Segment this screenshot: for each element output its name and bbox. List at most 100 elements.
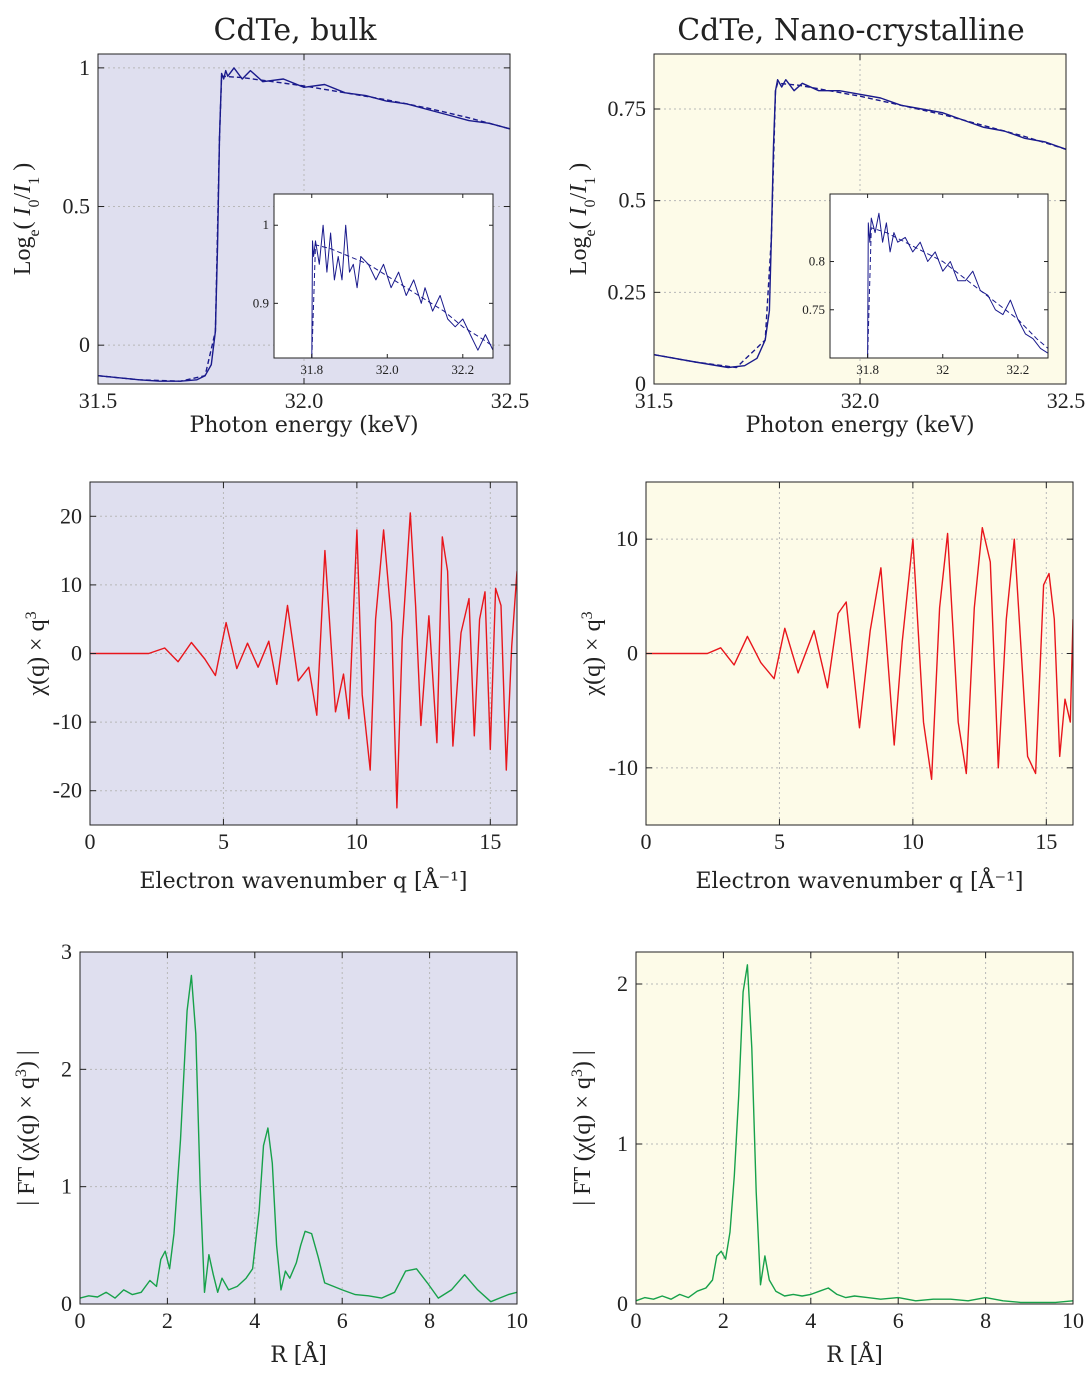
xanes_nano-series-solid-line [654, 79, 1066, 369]
ft_bulk-frame [79, 951, 518, 1305]
ft_nano-xtick-label: 10 [1062, 1308, 1084, 1333]
ft_nano-xlabel: R [Å] [826, 1340, 883, 1368]
xanes_nano-ylabel: Loge( I0/I1 ) [566, 163, 599, 275]
exafs_bulk-series-solid-line [90, 512, 517, 809]
exafs_bulk-xlabel: Electron wavenumber q [Å⁻¹] [140, 866, 468, 894]
ft_nano-xtick-label: 4 [805, 1308, 816, 1333]
ft_bulk-xtick-label: 0 [75, 1308, 86, 1333]
xanes_bulk-xtick-label: 31.5 [79, 388, 118, 413]
xanes_bulk-inset-plot-area [274, 194, 493, 358]
ft_bulk-xlabel: R [Å] [270, 1340, 327, 1368]
xanes_nano-xtick-label: 32.5 [1047, 388, 1086, 413]
xanes_bulk-inset-series-solid-line [311, 224, 493, 358]
ft_bulk-ytick-label: 0 [61, 1291, 72, 1316]
ft_bulk-ytick-label: 2 [61, 1056, 72, 1081]
ft_nano-ytick-label: 1 [617, 1131, 628, 1156]
xanes_nano-inset-xtick-label: 32.2 [1007, 362, 1030, 377]
xanes_bulk-inset-xtick-label: 31.8 [300, 362, 323, 377]
ft_nano-frame [635, 951, 1074, 1305]
ft_bulk-xtick-label: 2 [162, 1308, 173, 1333]
xanes_nano-xtick-label: 32.0 [841, 388, 880, 413]
exafs_nano-xtick-label: 10 [902, 829, 924, 854]
xanes_bulk-inset: 31.8 32.0 32.2 0.9 1 [253, 193, 494, 377]
exafs_nano-plot-area [646, 482, 1073, 825]
xanes_bulk-xlabel: Photon energy (keV) [189, 413, 418, 438]
xanes_nano-inset-xtick-label: 31.8 [856, 362, 879, 377]
exafs_bulk-plot-area [90, 482, 517, 825]
xanes_nano-inset-plot-area [830, 194, 1048, 358]
exafs_nano-ytick-label: 10 [616, 526, 638, 551]
xanes_nano-inset-series-dashed-line [867, 227, 1048, 358]
exafs_bulk-xtick-label: 5 [218, 829, 229, 854]
ft_bulk-xtick-label: 8 [424, 1308, 435, 1333]
ft_bulk-xtick-label: 4 [249, 1308, 260, 1333]
exafs_bulk-ytick-label: 10 [60, 572, 82, 597]
xanes_nano-ytick-label: 0.25 [608, 279, 647, 304]
xanes_bulk-inset-xtick-label: 32.0 [376, 362, 399, 377]
exafs_bulk-ytick-label: -20 [53, 778, 82, 803]
xanes_nano-inset-ytick-label: 0.8 [809, 254, 825, 269]
exafs_nano-xlabel: Electron wavenumber q [Å⁻¹] [696, 866, 1024, 894]
ft_bulk-plot-area [80, 952, 517, 1304]
exafs_nano-ylabel: χ(q) × q3 [579, 611, 607, 696]
xanes_nano-ytick-label: 0.5 [619, 188, 647, 213]
xanes_bulk-ytick-label: 1 [79, 55, 90, 80]
ft_bulk-xtick-label: 10 [506, 1308, 528, 1333]
panel-ft_nano: 0 2 4 6 8 10 0 1 2 R [Å] | FT (χ(q) × q3) | [569, 951, 1084, 1368]
ft_bulk-ylabel: | FT (χ(q) × q3) | [13, 1050, 41, 1205]
exafs_bulk-xtick-label: 0 [85, 829, 96, 854]
ft_nano-xtick-label: 0 [631, 1308, 642, 1333]
xanes_nano-ytick-label: 0 [635, 371, 646, 396]
exafs_nano-xtick-label: 0 [641, 829, 652, 854]
xanes_bulk-ytick-label: 0.5 [63, 194, 91, 219]
xanes_nano-inset-series-solid-line [867, 212, 1048, 358]
ft_bulk-xtick-label: 6 [337, 1308, 348, 1333]
exafs_nano-xtick-label: 5 [774, 829, 785, 854]
panel-exafs_nano: 0 5 10 15 -10 0 10 Electron wavenumber q [Å⁻¹] χ… [579, 481, 1074, 894]
exafs_bulk-xtick-label: 15 [479, 829, 501, 854]
xanes_bulk-series-dashed-line [98, 75, 510, 382]
exafs_bulk-ytick-label: 20 [60, 503, 82, 528]
exafs_nano-ytick-label: -10 [609, 755, 638, 780]
exafs_bulk-xtick-label: 10 [346, 829, 368, 854]
column-title-nano: CdTe, Nano-crystalline [677, 13, 1025, 48]
ft_nano-ytick-label: 2 [617, 971, 628, 996]
ft_bulk-ytick-label: 1 [61, 1174, 72, 1199]
ft_nano-xtick-label: 8 [980, 1308, 991, 1333]
xanes_bulk-xtick-label: 32.5 [491, 388, 530, 413]
xanes_bulk-inset-frame [273, 193, 494, 359]
xanes_nano-series-dashed-line [654, 82, 1066, 369]
column-title-bulk: CdTe, bulk [214, 13, 378, 48]
xanes_nano-ytick-label: 0.75 [608, 96, 647, 121]
ft_nano-series-solid-line [636, 964, 1073, 1304]
xanes_bulk-xtick-label: 32.0 [285, 388, 324, 413]
ft_bulk-series-solid-line [80, 974, 517, 1303]
ft_nano-xtick-label: 6 [893, 1308, 904, 1333]
xanes_bulk-inset-ytick-label: 1 [263, 217, 270, 232]
ft_nano-plot-area [636, 952, 1073, 1304]
exafs_nano-series-solid-line [646, 527, 1073, 780]
panel-exafs_bulk: 0 5 10 15 -20 -10 0 10 20 Electron wavenumber q [… [23, 481, 518, 894]
xanes_nano-inset: 31.8 32 32.2 0.75 0.8 [802, 193, 1049, 377]
xanes_bulk-inset-xtick-label: 32.2 [451, 362, 474, 377]
xanes_nano-xtick-label: 31.5 [635, 388, 674, 413]
exafs_bulk-ytick-label: 0 [71, 641, 82, 666]
ft_bulk-ytick-label: 3 [61, 939, 72, 964]
exafs_bulk-ytick-label: -10 [53, 709, 82, 734]
xanes_bulk-ylabel: Loge( I0/I1 ) [10, 163, 43, 275]
exafs_bulk-ylabel: χ(q) × q3 [23, 611, 51, 696]
xanes_nano-inset-frame [829, 193, 1049, 359]
xanes_bulk-inset-series-dashed-line [311, 244, 493, 358]
xanes_nano-inset-xtick-label: 32 [936, 362, 949, 377]
panel-xanes_bulk: 31.5 32.0 32.5 0 0.5 1 Photon energy (keV) Loge… [10, 53, 530, 438]
xanes_bulk-ytick-label: 0 [79, 332, 90, 357]
exafs_nano-xtick-label: 15 [1035, 829, 1057, 854]
ft_nano-ytick-label: 0 [617, 1291, 628, 1316]
panel-ft_bulk: 0 2 4 6 8 10 0 1 2 3 R [Å] | FT (χ(q) × q3) | [13, 939, 529, 1368]
xanes_nano-xlabel: Photon energy (keV) [745, 413, 974, 438]
ft_nano-xtick-label: 2 [718, 1308, 729, 1333]
xanes_bulk-inset-ytick-label: 0.9 [253, 295, 269, 310]
ft_nano-ylabel: | FT (χ(q) × q3) | [569, 1050, 597, 1205]
panel-xanes_nano: 31.5 32.0 32.5 0 0.25 0.5 0.75 Photon energy (k… [566, 53, 1086, 438]
